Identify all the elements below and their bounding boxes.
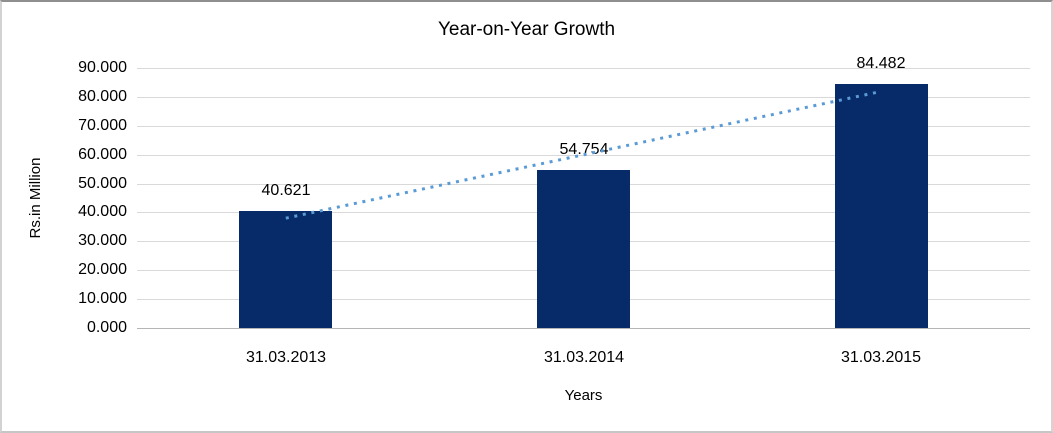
x-tick-label: 31.03.2015 (840, 349, 922, 366)
y-tick-label: 90.000 (78, 59, 127, 76)
y-tick-label: 0.000 (86, 319, 127, 336)
y-tick-label: 20.000 (78, 261, 127, 278)
bar[interactable] (835, 84, 928, 328)
x-tick-label: 31.03.2014 (543, 349, 625, 366)
bar[interactable] (537, 170, 630, 328)
gridline (137, 97, 1030, 98)
bar-value-label: 40.621 (261, 182, 311, 199)
y-tick-label: 60.000 (78, 146, 127, 163)
x-tick-label: 31.03.2013 (245, 349, 327, 366)
y-tick-label: 10.000 (78, 290, 127, 307)
gridline (137, 126, 1030, 127)
y-tick-label: 80.000 (78, 88, 127, 105)
bar[interactable] (239, 211, 332, 328)
y-tick-label: 50.000 (78, 175, 127, 192)
bar-value-label: 54.754 (559, 141, 609, 158)
y-tick-label: 40.000 (78, 203, 127, 220)
gridline (137, 155, 1030, 156)
y-tick-label: 30.000 (78, 232, 127, 249)
bar-value-label: 84.482 (856, 55, 906, 72)
gridline (137, 68, 1030, 69)
x-axis-title: Years (564, 387, 603, 404)
x-axis-line (137, 328, 1030, 329)
y-tick-label: 70.000 (78, 117, 127, 134)
trendline[interactable] (285, 89, 882, 220)
chart-title: Year-on-Year Growth (437, 19, 616, 40)
